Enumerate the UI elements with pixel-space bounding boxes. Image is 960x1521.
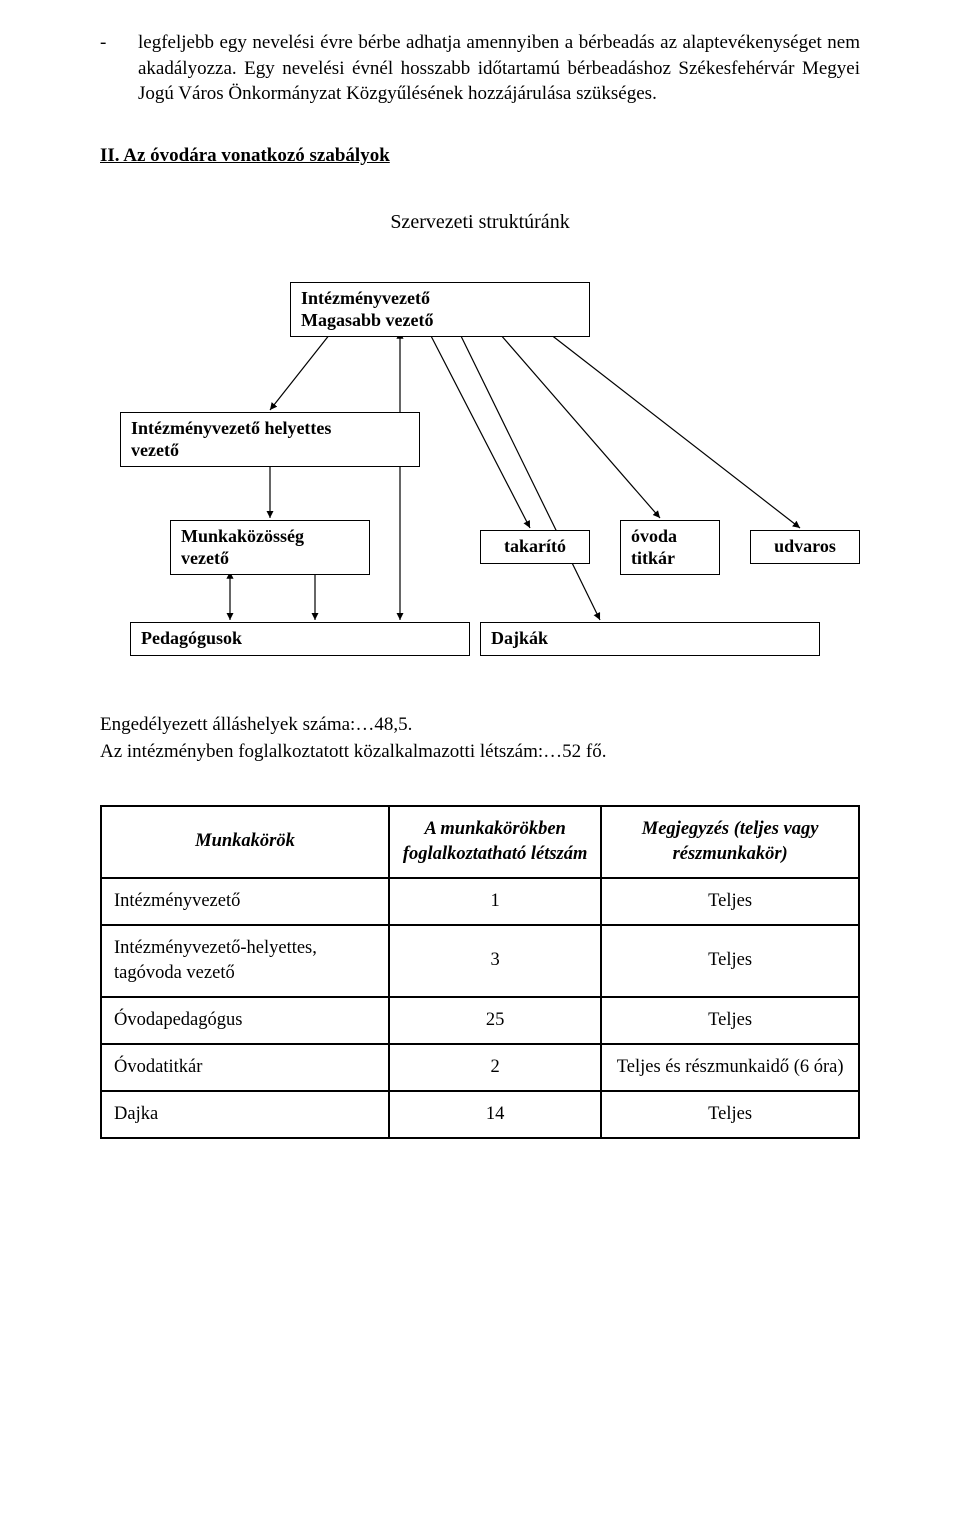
org-box-community-line: vezető [181, 547, 359, 570]
jobs-table: Munkakörök A munkakörökben foglalkoztath… [100, 805, 860, 1139]
table-row: Óvodapedagógus25Teljes [101, 997, 859, 1044]
org-box-secretary-line: titkár [631, 547, 709, 570]
table-row: Intézményvezető-helyettes,tagóvoda vezet… [101, 925, 859, 997]
bullet-dash: - [100, 30, 138, 107]
cell-note: Teljes [601, 997, 859, 1044]
connector-line [550, 334, 800, 528]
connector-line [460, 334, 600, 620]
cell-count: 1 [389, 878, 601, 925]
header-munkakorok: Munkakörök [101, 806, 389, 878]
intro-text: legfeljebb egy nevelési évre bérbe adhat… [138, 30, 860, 107]
cell-label: Óvodapedagógus [101, 997, 389, 1044]
connector-line [430, 334, 530, 528]
org-chart-diagram: IntézményvezetőMagasabb vezetőIntézményv… [100, 282, 860, 712]
org-box-cleaner-line: takarító [491, 535, 579, 558]
org-box-teachers: Pedagógusok [130, 622, 470, 656]
org-box-yard: udvaros [750, 530, 860, 564]
stats-line-1: Engedélyezett álláshelyek száma:…48,5. [100, 712, 860, 738]
org-box-top: IntézményvezetőMagasabb vezető [290, 282, 590, 337]
cell-label: Dajka [101, 1091, 389, 1138]
org-box-deputy-line: vezető [131, 439, 409, 462]
header-letszam: A munkakörökben foglalkoztatható létszám [389, 806, 601, 878]
table-row: Óvodatitkár2Teljes és részmunkaidő (6 ór… [101, 1044, 859, 1091]
org-box-nurses: Dajkák [480, 622, 820, 656]
org-box-deputy: Intézményvezető helyettesvezető [120, 412, 420, 467]
cell-label: Intézményvezető [101, 878, 389, 925]
section-heading: II. Az óvodára vonatkozó szabályok [100, 143, 860, 169]
org-box-nurses-line: Dajkák [491, 627, 809, 650]
org-box-community-line: Munkaközösség [181, 525, 359, 548]
stats-line-2: Az intézményben foglalkoztatott közalkal… [100, 739, 860, 765]
header-megjegyzes: Megjegyzés (teljes vagy részmunkakör) [601, 806, 859, 878]
org-box-secretary: óvodatitkár [620, 520, 720, 575]
table-header-row: Munkakörök A munkakörökben foglalkoztath… [101, 806, 859, 878]
org-box-top-line: Intézményvezető [301, 287, 579, 310]
cell-note: Teljes [601, 878, 859, 925]
org-box-secretary-line: óvoda [631, 525, 709, 548]
org-box-top-line: Magasabb vezető [301, 309, 579, 332]
intro-bullet-paragraph: - legfeljebb egy nevelési évre bérbe adh… [100, 30, 860, 107]
cell-count: 25 [389, 997, 601, 1044]
connector-line [500, 334, 660, 518]
cell-count: 2 [389, 1044, 601, 1091]
org-box-yard-line: udvaros [761, 535, 849, 558]
org-box-teachers-line: Pedagógusok [141, 627, 459, 650]
cell-label: Óvodatitkár [101, 1044, 389, 1091]
org-box-community: Munkaközösségvezető [170, 520, 370, 575]
cell-label: Intézményvezető-helyettes,tagóvoda vezet… [101, 925, 389, 997]
org-box-deputy-line: Intézményvezető helyettes [131, 417, 409, 440]
table-row: Dajka14Teljes [101, 1091, 859, 1138]
connector-line [270, 334, 330, 410]
org-box-cleaner: takarító [480, 530, 590, 564]
table-row: Intézményvezető1Teljes [101, 878, 859, 925]
cell-note: Teljes [601, 925, 859, 997]
cell-note: Teljes [601, 1091, 859, 1138]
cell-count: 14 [389, 1091, 601, 1138]
stats-block: Engedélyezett álláshelyek száma:…48,5. A… [100, 712, 860, 765]
diagram-title: Szervezeti struktúránk [100, 209, 860, 236]
cell-count: 3 [389, 925, 601, 997]
cell-note: Teljes és részmunkaidő (6 óra) [601, 1044, 859, 1091]
